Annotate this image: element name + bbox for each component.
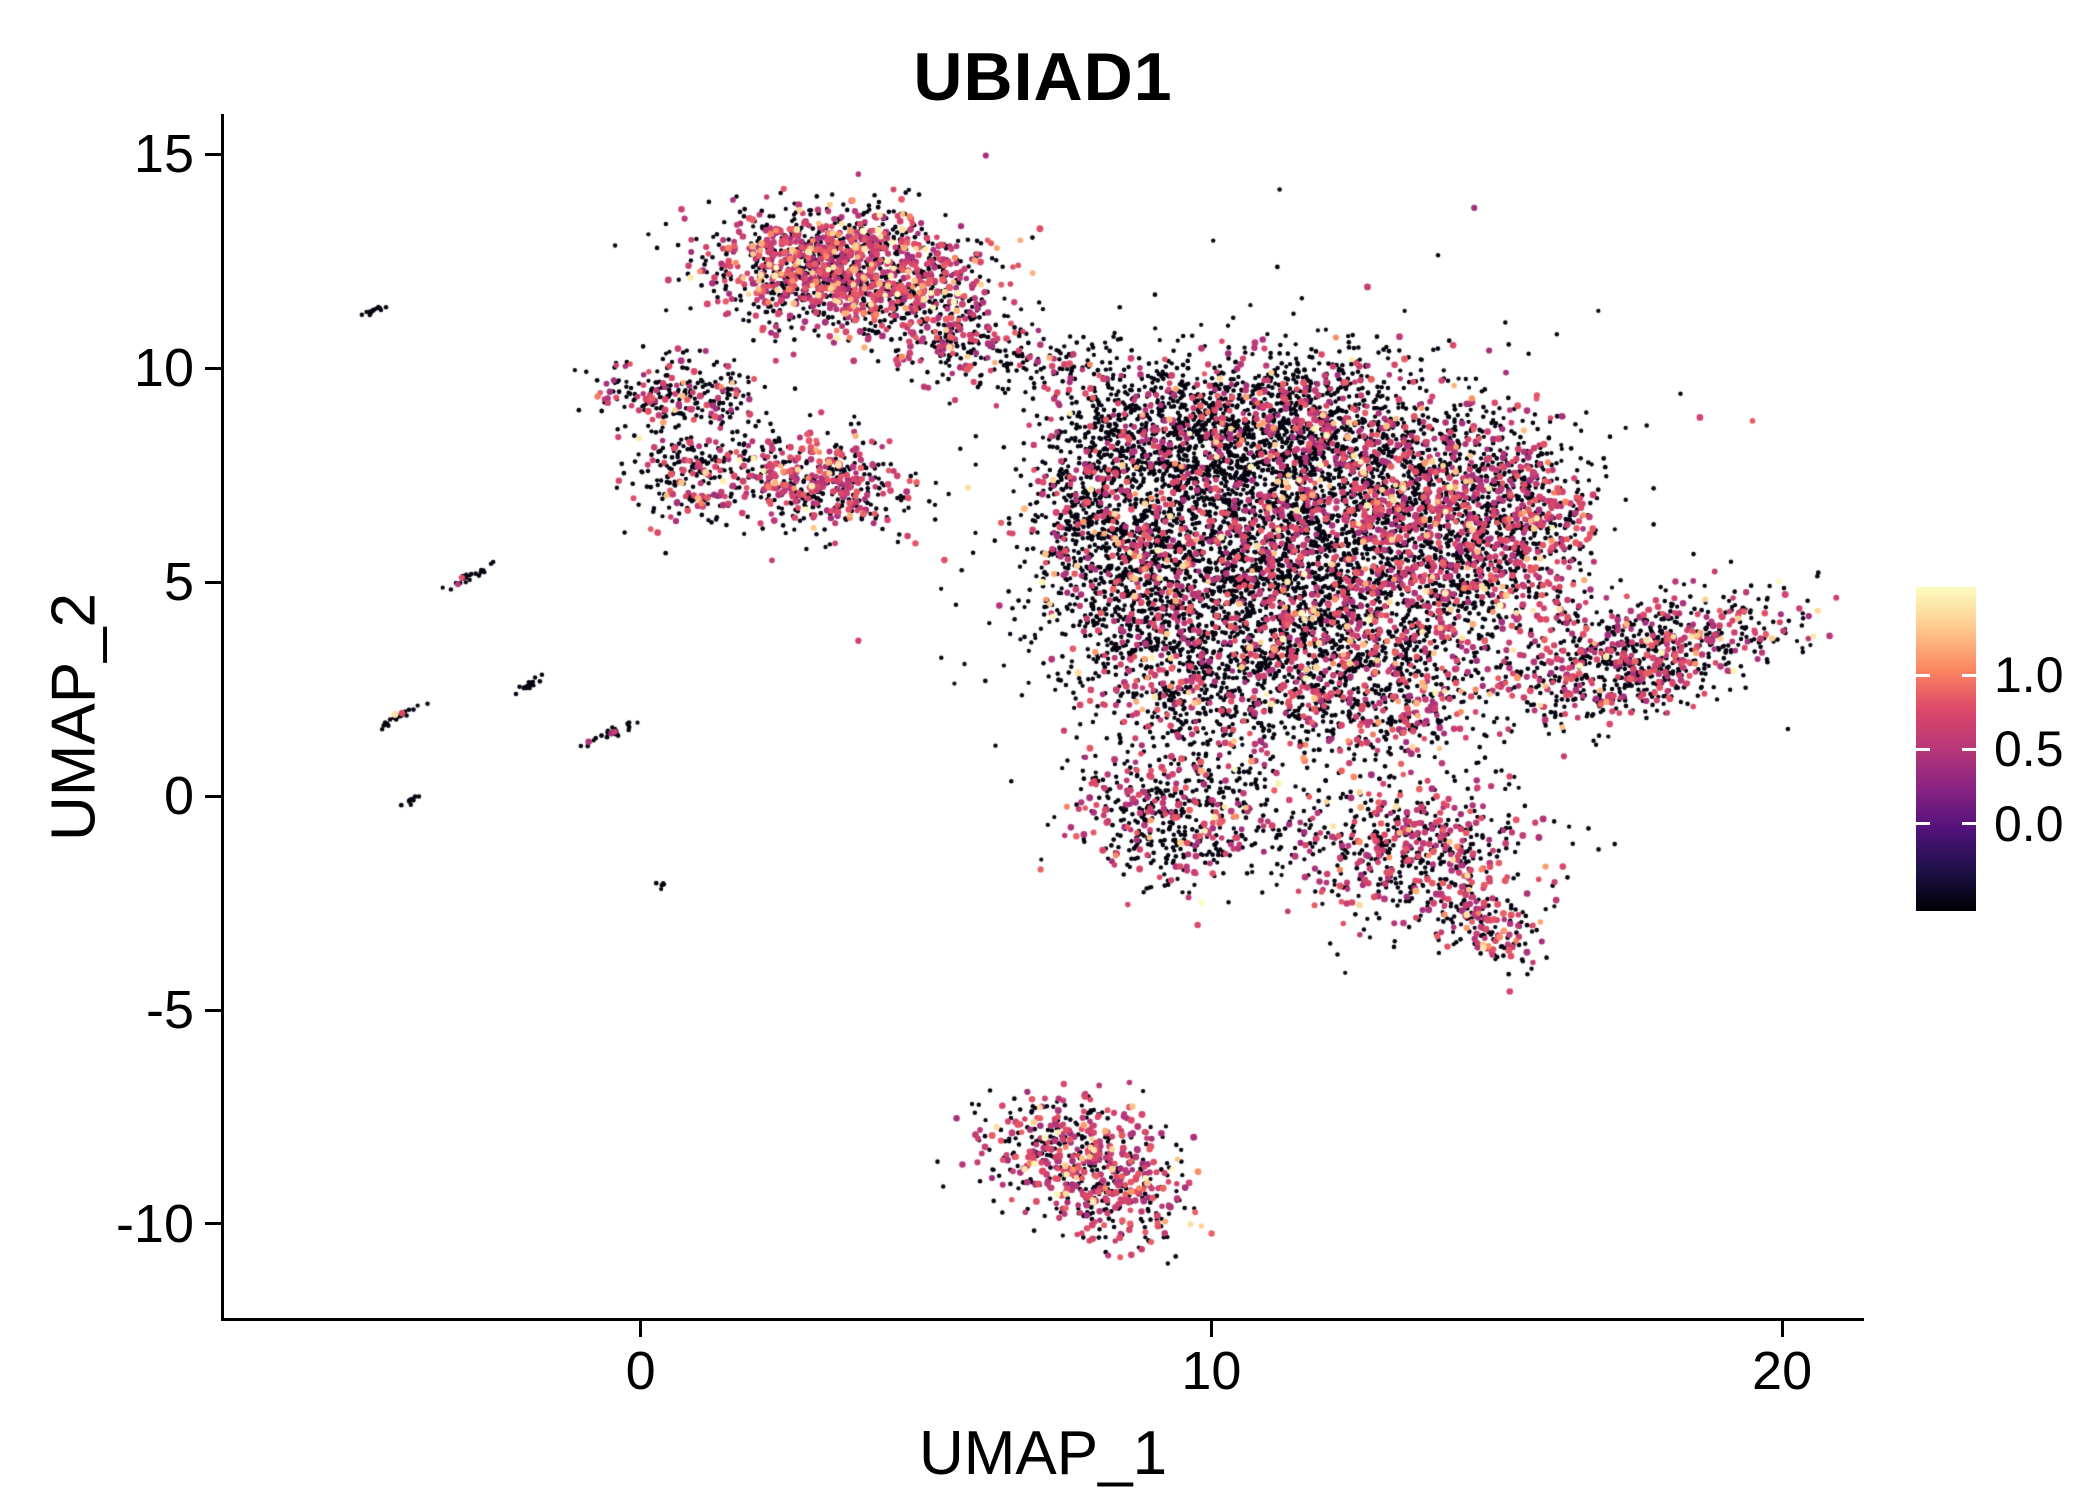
y-tick-mark xyxy=(205,1008,221,1012)
colorbar-legend: 1.0 0.5 0.0 xyxy=(1916,587,2064,911)
colorbar-tick xyxy=(1962,822,1976,826)
colorbar-tick xyxy=(1962,673,1976,677)
y-tick-label: -10 xyxy=(115,1193,194,1254)
x-tick-mark xyxy=(1209,1321,1213,1337)
x-tick-mark xyxy=(639,1321,643,1337)
colorbar-label: 1.0 xyxy=(1994,647,2064,704)
colorbar-tick xyxy=(1916,673,1930,677)
y-tick-label: -5 xyxy=(145,980,194,1040)
x-tick-mark xyxy=(1780,1321,1784,1337)
colorbar-label: 0.5 xyxy=(1994,721,2064,777)
plot-title: UBIAD1 xyxy=(913,39,1173,115)
y-axis-line xyxy=(221,114,224,1321)
colorbar-tick xyxy=(1916,822,1930,826)
x-axis-title: UMAP_1 xyxy=(918,1419,1168,1488)
y-tick-mark xyxy=(205,794,221,798)
y-tick-label: 0 xyxy=(163,766,194,827)
x-tick-label: 0 xyxy=(625,1341,656,1401)
y-tick-label: 5 xyxy=(163,552,194,613)
y-tick-mark xyxy=(205,152,221,156)
x-tick-label: 10 xyxy=(1181,1341,1242,1401)
colorbar-tick xyxy=(1916,747,1930,751)
x-axis-line xyxy=(221,1318,1864,1321)
y-tick-label: 10 xyxy=(133,338,194,399)
y-tick-label: 15 xyxy=(133,124,194,185)
y-axis-title: UMAP_2 xyxy=(39,592,109,842)
colorbar-tick xyxy=(1962,747,1976,751)
y-tick-mark xyxy=(205,580,221,584)
colorbar-gradient: 1.0 0.5 0.0 xyxy=(1916,587,2064,911)
x-tick-label: 20 xyxy=(1752,1341,1813,1401)
colorbar-label: 0.0 xyxy=(1994,795,2064,852)
y-tick-mark xyxy=(205,366,221,370)
y-tick-mark xyxy=(205,1222,221,1226)
